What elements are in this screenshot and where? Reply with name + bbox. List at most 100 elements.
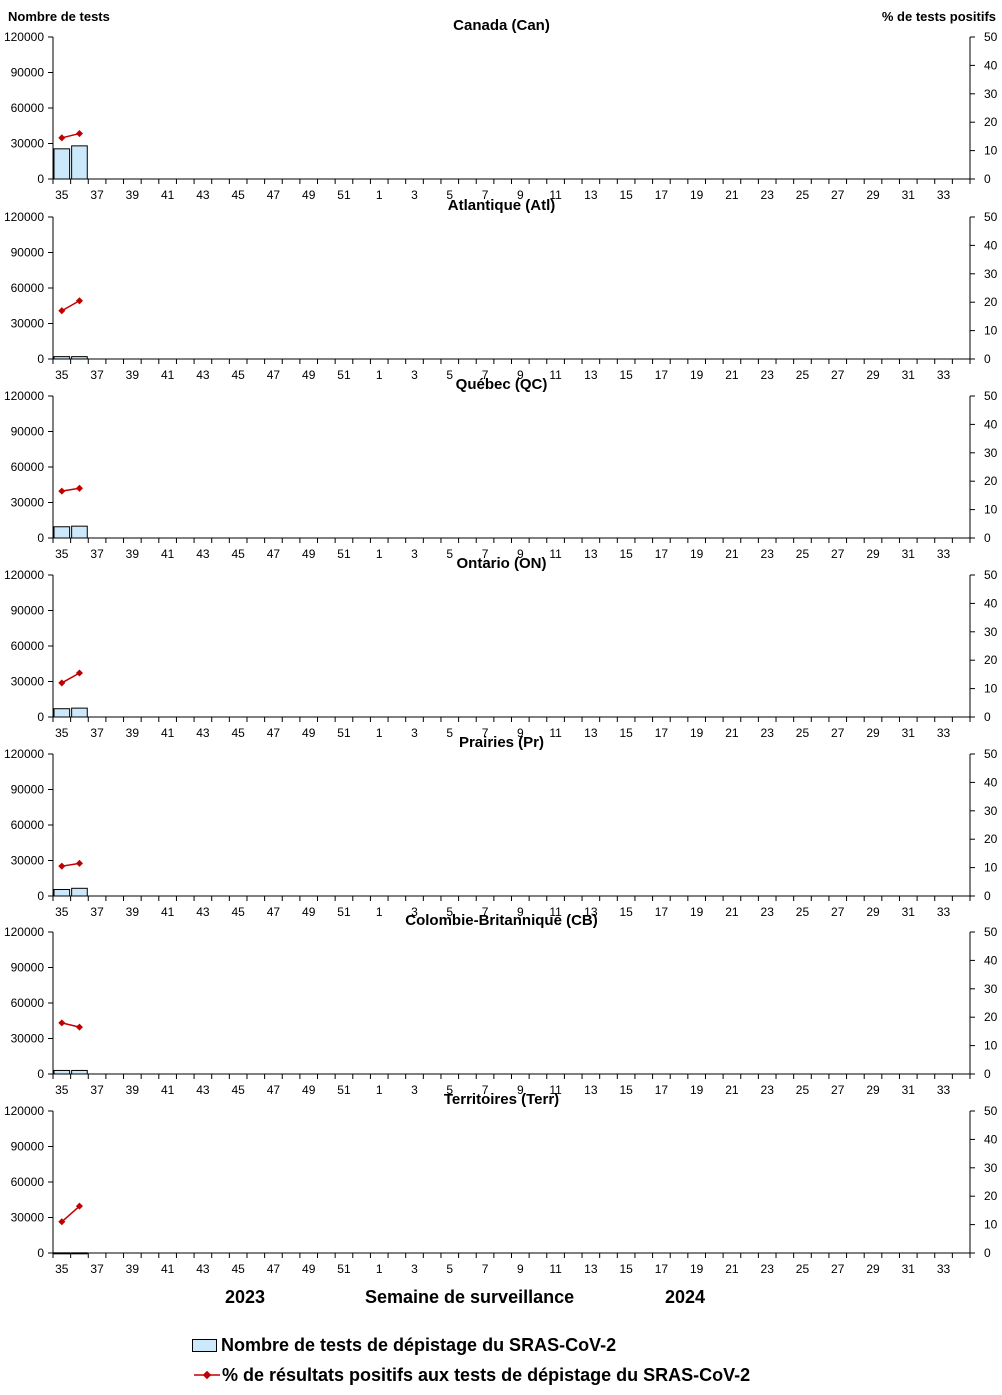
y-tick-label-right: 50 xyxy=(984,210,998,224)
y-tick-label-left: 120000 xyxy=(4,925,44,939)
y-tick-label-right: 50 xyxy=(984,568,998,582)
x-tick-label: 39 xyxy=(126,726,140,740)
y-tick-label-right: 20 xyxy=(984,295,998,309)
y-tick-label-right: 40 xyxy=(984,953,998,967)
x-tick-label: 33 xyxy=(937,547,951,561)
x-tick-label: 45 xyxy=(231,1262,245,1276)
chart-title: Territoires (Terr) xyxy=(444,1091,559,1108)
y-tick-label-right: 50 xyxy=(984,389,998,403)
x-tick-label: 23 xyxy=(761,1262,775,1276)
x-tick-label: 33 xyxy=(937,726,951,740)
y-tick-label-right: 10 xyxy=(984,1218,998,1232)
legend-line-label: % de résultats positifs aux tests de dép… xyxy=(222,1364,751,1385)
y-tick-label-right: 0 xyxy=(984,889,991,903)
y-tick-label-right: 10 xyxy=(984,324,998,338)
y-tick-label-right: 0 xyxy=(984,531,991,545)
x-tick-label: 11 xyxy=(549,726,562,740)
x-tick-label: 31 xyxy=(902,726,916,740)
y-tick-label-left: 60000 xyxy=(11,101,45,115)
line-point xyxy=(75,484,83,492)
x-tick-label: 31 xyxy=(902,188,916,202)
x-tick-label: 29 xyxy=(866,188,880,202)
x-tick-label: 9 xyxy=(517,726,524,740)
x-tick-label: 25 xyxy=(796,1083,810,1097)
line-point xyxy=(58,487,66,495)
x-tick-label: 17 xyxy=(655,905,669,919)
x-tick-label: 11 xyxy=(549,905,562,919)
x-tick-label: 29 xyxy=(866,726,880,740)
y-tick-label-left: 60000 xyxy=(11,639,45,653)
x-tick-label: 9 xyxy=(517,368,524,382)
x-tick-label: 39 xyxy=(126,1262,140,1276)
x-tick-label: 5 xyxy=(446,1083,453,1097)
x-tick-label: 27 xyxy=(831,188,845,202)
line-point xyxy=(75,1023,83,1031)
x-tick-label: 3 xyxy=(411,1262,418,1276)
x-tick-label: 51 xyxy=(337,905,351,919)
x-tick-label: 51 xyxy=(337,726,351,740)
x-tick-label: 29 xyxy=(866,368,880,382)
x-tick-label: 37 xyxy=(90,547,104,561)
x-tick-label: 15 xyxy=(619,547,633,561)
x-tick-label: 9 xyxy=(517,905,524,919)
y-tick-label-left: 60000 xyxy=(11,1175,45,1189)
x-tick-label: 5 xyxy=(446,547,453,561)
bar xyxy=(71,887,88,897)
y-tick-label-right: 50 xyxy=(984,925,998,939)
x-tick-label: 37 xyxy=(90,188,104,202)
y-tick-label-right: 30 xyxy=(984,982,998,996)
x-tick-label: 49 xyxy=(302,726,316,740)
x-tick-label: 31 xyxy=(902,905,916,919)
legend-item-line: % de résultats positifs aux tests de dép… xyxy=(192,1363,750,1387)
left-axis-title: Nombre de tests xyxy=(8,9,110,24)
y-tick-label-left: 90000 xyxy=(11,246,45,260)
line-point xyxy=(75,130,83,138)
bar xyxy=(53,1252,71,1255)
x-tick-label: 15 xyxy=(619,188,633,202)
x-tick-label: 45 xyxy=(231,905,245,919)
y-tick-label-left: 60000 xyxy=(11,996,45,1010)
x-axis-title: Semaine de surveillance xyxy=(365,1287,575,1307)
x-tick-label: 35 xyxy=(55,547,69,561)
x-tick-label: 47 xyxy=(267,1262,281,1276)
y-tick-label-left: 120000 xyxy=(4,747,44,761)
x-tick-label: 11 xyxy=(549,547,562,561)
y-tick-label-right: 30 xyxy=(984,1161,998,1175)
x-tick-label: 49 xyxy=(302,1083,316,1097)
legend-line-swatch xyxy=(194,1370,220,1380)
series-line xyxy=(61,1205,80,1223)
x-tick-label: 41 xyxy=(161,1083,175,1097)
x-tick-label: 43 xyxy=(196,726,210,740)
y-tick-label-right: 50 xyxy=(984,747,998,761)
y-tick-label-left: 120000 xyxy=(4,389,44,403)
series-line xyxy=(61,132,80,139)
x-tick-label: 29 xyxy=(866,547,880,561)
x-tick-label: 37 xyxy=(90,1262,104,1276)
x-tick-label: 15 xyxy=(619,726,633,740)
chart-title: Prairies (Pr) xyxy=(459,734,544,751)
x-tick-label: 25 xyxy=(796,188,810,202)
y-tick-label-left: 90000 xyxy=(11,1140,45,1154)
bar xyxy=(53,708,71,718)
x-tick-label: 13 xyxy=(584,368,598,382)
x-tick-label: 17 xyxy=(655,188,669,202)
x-tick-label: 41 xyxy=(161,905,175,919)
x-tick-label: 7 xyxy=(482,1262,489,1276)
y-tick-label-right: 20 xyxy=(984,653,998,667)
chart-title: Ontario (ON) xyxy=(457,555,547,572)
x-tick-label: 21 xyxy=(725,1083,739,1097)
year-label-right: 2024 xyxy=(665,1287,706,1307)
x-tick-label: 45 xyxy=(231,188,245,202)
right-axis-title: % de tests positifs xyxy=(881,9,996,24)
x-tick-label: 7 xyxy=(482,1083,489,1097)
x-tick-label: 49 xyxy=(302,368,316,382)
x-tick-label: 39 xyxy=(126,188,140,202)
x-tick-label: 43 xyxy=(196,1262,210,1276)
legend-bars-label: Nombre de tests de dépistage du SRAS-CoV… xyxy=(221,1334,617,1355)
x-tick-label: 9 xyxy=(517,1262,524,1276)
x-tick-label: 13 xyxy=(584,905,598,919)
y-tick-label-right: 20 xyxy=(984,1189,998,1203)
x-tick-label: 25 xyxy=(796,547,810,561)
